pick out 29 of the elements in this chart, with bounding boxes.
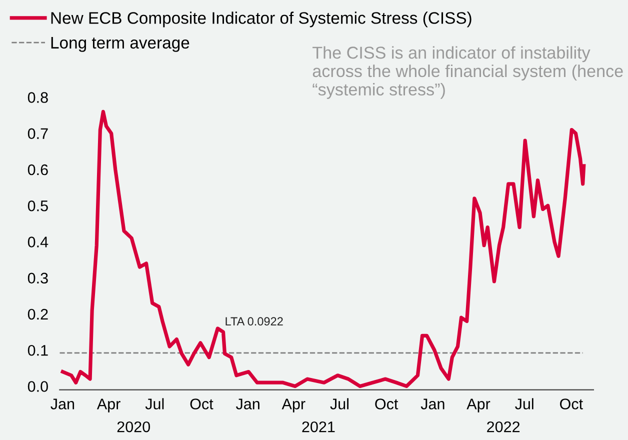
legend-label: New ECB Composite Indicator of Systemic Stress (CISS) (51, 12, 472, 28)
x-tick-label: Apr (282, 398, 306, 412)
y-tick-label: 0.8 (28, 92, 48, 103)
x-tick-label: Oct (375, 398, 398, 410)
y-tick-label: 0.6 (28, 164, 48, 176)
x-tick-label: Oct (190, 398, 214, 410)
legend-label: Long term average (51, 36, 190, 52)
x-tick-label: Oct (560, 398, 583, 410)
y-tick-label: 0.3 (28, 272, 48, 284)
x-tick-label: Jan (420, 398, 444, 410)
y-tick-label: 0.0 (28, 381, 48, 392)
x-tick-label: Jan (50, 398, 74, 410)
x2-tick-label: 2022 (487, 421, 520, 432)
y-tick-label: 0.2 (28, 308, 48, 320)
x-tick-label: Jul (330, 398, 348, 410)
annotation: The CISS is an indicator of instability across the whole financial system (hence “systemic stress”) (312, 46, 623, 99)
y-tick-label: 0.7 (28, 128, 48, 140)
x-tick-label: Jul (515, 398, 534, 410)
y-tick-label: 0.4 (28, 236, 48, 248)
y-tick-label: 0.1 (28, 344, 48, 356)
x2-tick-label: 2021 (302, 421, 335, 432)
annotation: LTA 0.0922 (226, 317, 283, 326)
y-tick-label: 0.5 (28, 200, 48, 212)
x-tick-label: Jul (145, 398, 164, 410)
x-tick-label: Jan (236, 398, 260, 410)
line-series (60, 110, 586, 388)
x-tick-label: Apr (96, 398, 120, 412)
x2-tick-label: 2020 (117, 421, 150, 432)
x-tick-label: Apr (466, 398, 490, 412)
